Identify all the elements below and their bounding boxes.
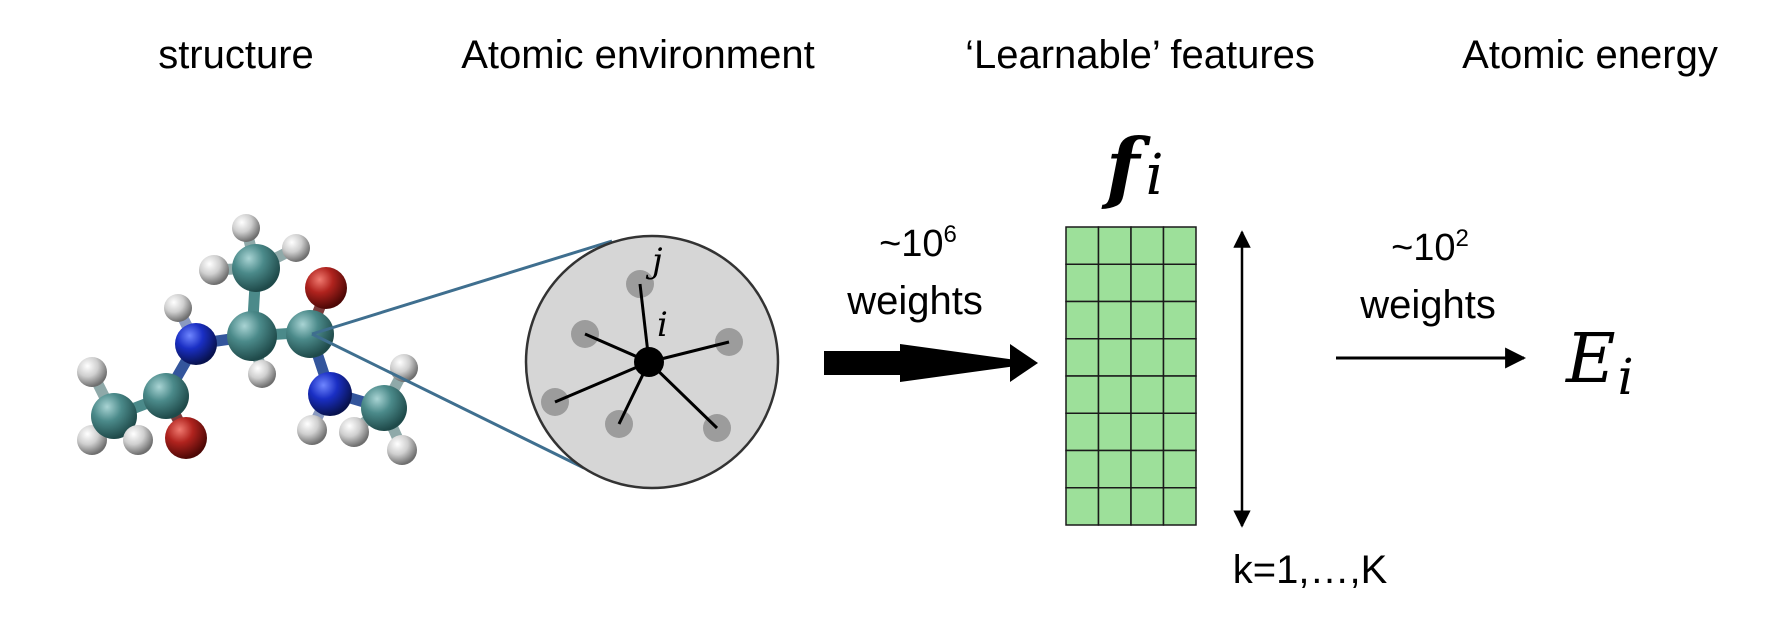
feature-grid [1065,226,1197,526]
network-1-count: ~106 [879,221,957,265]
feature-cell [1065,449,1100,489]
hydrogen-atom [387,435,417,465]
feature-cell [1130,487,1165,526]
feature-cell [1162,300,1197,340]
atomic-environment: i j [524,234,780,490]
hydrogen-atom [282,234,310,262]
carbon-atom [361,385,407,431]
network-2-count: ~102 [1391,225,1469,269]
feature-cell [1130,263,1165,303]
feature-cell [1162,263,1197,303]
carbon-atom [227,311,277,361]
feature-cell [1162,375,1197,414]
oxygen-atom [165,417,207,459]
hydrogen-atom [77,357,107,387]
header-atomic-environment: Atomic environment [461,33,814,77]
feature-cell [1097,226,1132,265]
feature-cell [1065,412,1100,452]
network-2-label: weights [1359,283,1496,327]
molecule-structure [77,214,418,465]
feature-cell [1130,226,1165,265]
oxygen-atom [305,267,347,309]
central-atom [634,347,664,377]
feature-range-label: k=1,…,K [1233,548,1388,592]
thick-arrow-shaft [824,351,902,375]
hydrogen-atom [123,425,153,455]
network-2: ~102 weights [1336,225,1527,369]
network-1-label: weights [846,279,983,323]
feature-cell [1130,375,1165,414]
feature-cell [1065,226,1100,265]
carbon-atom [232,244,280,292]
network-1: ~106 weights [824,221,1038,382]
header-learnable-features: ‘Learnable’ features [965,33,1315,77]
feature-cell [1097,375,1132,414]
energy-symbol: Ei [1564,320,1634,406]
carbon-atom [91,393,137,439]
feature-cell [1097,449,1132,489]
header-structure: structure [158,33,314,77]
carbon-atom [143,373,189,419]
feature-cell [1097,338,1132,377]
label-i: i [657,305,668,345]
hydrogen-atom [232,214,260,242]
nitrogen-atom [308,372,352,416]
feature-cell [1097,487,1132,526]
molecule-atoms [77,214,418,465]
hydrogen-atom [248,360,276,388]
feature-cell [1162,412,1197,452]
header-atomic-energy: Atomic energy [1462,33,1718,77]
feature-cell [1065,338,1100,377]
feature-cell [1097,263,1132,303]
thick-arrow-tip [1010,344,1038,382]
feature-cell [1097,300,1132,340]
zoom-line-bottom [311,332,585,470]
hydrogen-atom [297,415,327,445]
feature-cell [1130,300,1165,340]
feature-cell [1162,226,1197,265]
feature-cell [1162,487,1197,526]
feature-cell [1065,300,1100,340]
feature-cell [1097,412,1132,452]
feature-cell [1162,449,1197,489]
hydrogen-atom [164,294,192,322]
feature-cell [1065,375,1100,414]
feature-cell [1162,338,1197,377]
feature-cell [1065,263,1100,303]
zoom-line-top [311,239,613,336]
feature-cell [1130,338,1165,377]
carbon-atom [286,310,334,358]
feature-cell [1130,449,1165,489]
feature-cell [1065,487,1100,526]
feature-cell [1130,412,1165,452]
hydrogen-atom [339,417,369,447]
hydrogen-atom [199,255,229,285]
nitrogen-atom [175,323,217,365]
thick-arrow-head [900,344,1038,382]
